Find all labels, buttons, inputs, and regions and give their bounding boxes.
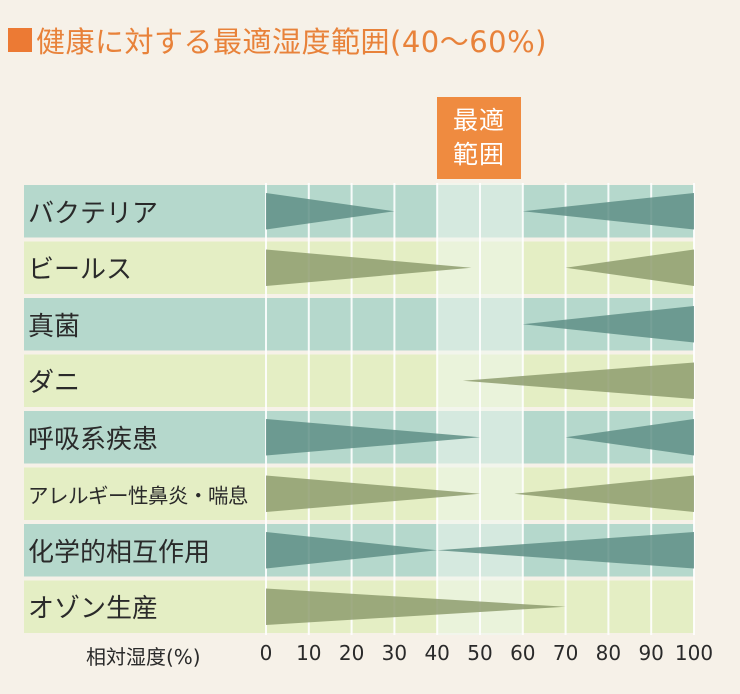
x-tick-label: 20 <box>338 641 365 665</box>
optimal-range-badge: 最適 範囲 <box>437 97 521 179</box>
x-tick-label: 90 <box>638 641 664 665</box>
row-label: ビールス <box>28 255 133 285</box>
row-label: 化学的相互作用 <box>28 537 211 568</box>
high-humidity-wedge <box>565 249 694 286</box>
title-square-icon <box>8 28 32 52</box>
optimal-label-line1: 最適 <box>452 106 505 135</box>
row-label: ダニ <box>28 368 81 398</box>
low-humidity-wedge <box>266 532 438 569</box>
row-label: 呼吸系疾患 <box>28 424 159 455</box>
x-tick-label: 30 <box>381 641 408 665</box>
row-label: 真菌 <box>28 311 81 342</box>
x-tick-label: 0 <box>259 641 273 665</box>
high-humidity-wedge <box>437 532 694 569</box>
high-humidity-wedge <box>522 193 694 230</box>
high-humidity-wedge <box>522 306 694 343</box>
row-label: オゾン生産 <box>28 594 159 624</box>
x-tick-label: 60 <box>510 641 536 665</box>
low-humidity-wedge <box>266 588 566 625</box>
high-humidity-wedge <box>565 419 694 456</box>
chart-title-text: 健康に対する最適湿度範囲(40〜60%) <box>36 25 547 59</box>
x-tick-label: 50 <box>467 641 493 665</box>
high-humidity-wedge <box>462 362 694 399</box>
high-humidity-wedge <box>514 475 694 512</box>
x-tick-label: 10 <box>296 641 322 665</box>
optimal-label-line2: 範囲 <box>452 140 505 169</box>
low-humidity-wedge <box>266 249 472 286</box>
chart-title: 健康に対する最適湿度範囲(40〜60%) <box>8 20 547 60</box>
row-label: アレルギー性鼻炎・喘息 <box>28 483 249 508</box>
x-tick-label: 70 <box>552 641 579 665</box>
low-humidity-wedge <box>266 475 480 512</box>
row-label: バクテリア <box>28 198 159 229</box>
x-tick-label: 100 <box>674 641 714 665</box>
low-humidity-wedge <box>266 419 480 456</box>
x-axis-title: 相対湿度(%) <box>86 645 201 669</box>
low-humidity-wedge <box>266 193 395 230</box>
x-tick-label: 80 <box>595 641 622 665</box>
x-tick-label: 40 <box>424 641 450 665</box>
